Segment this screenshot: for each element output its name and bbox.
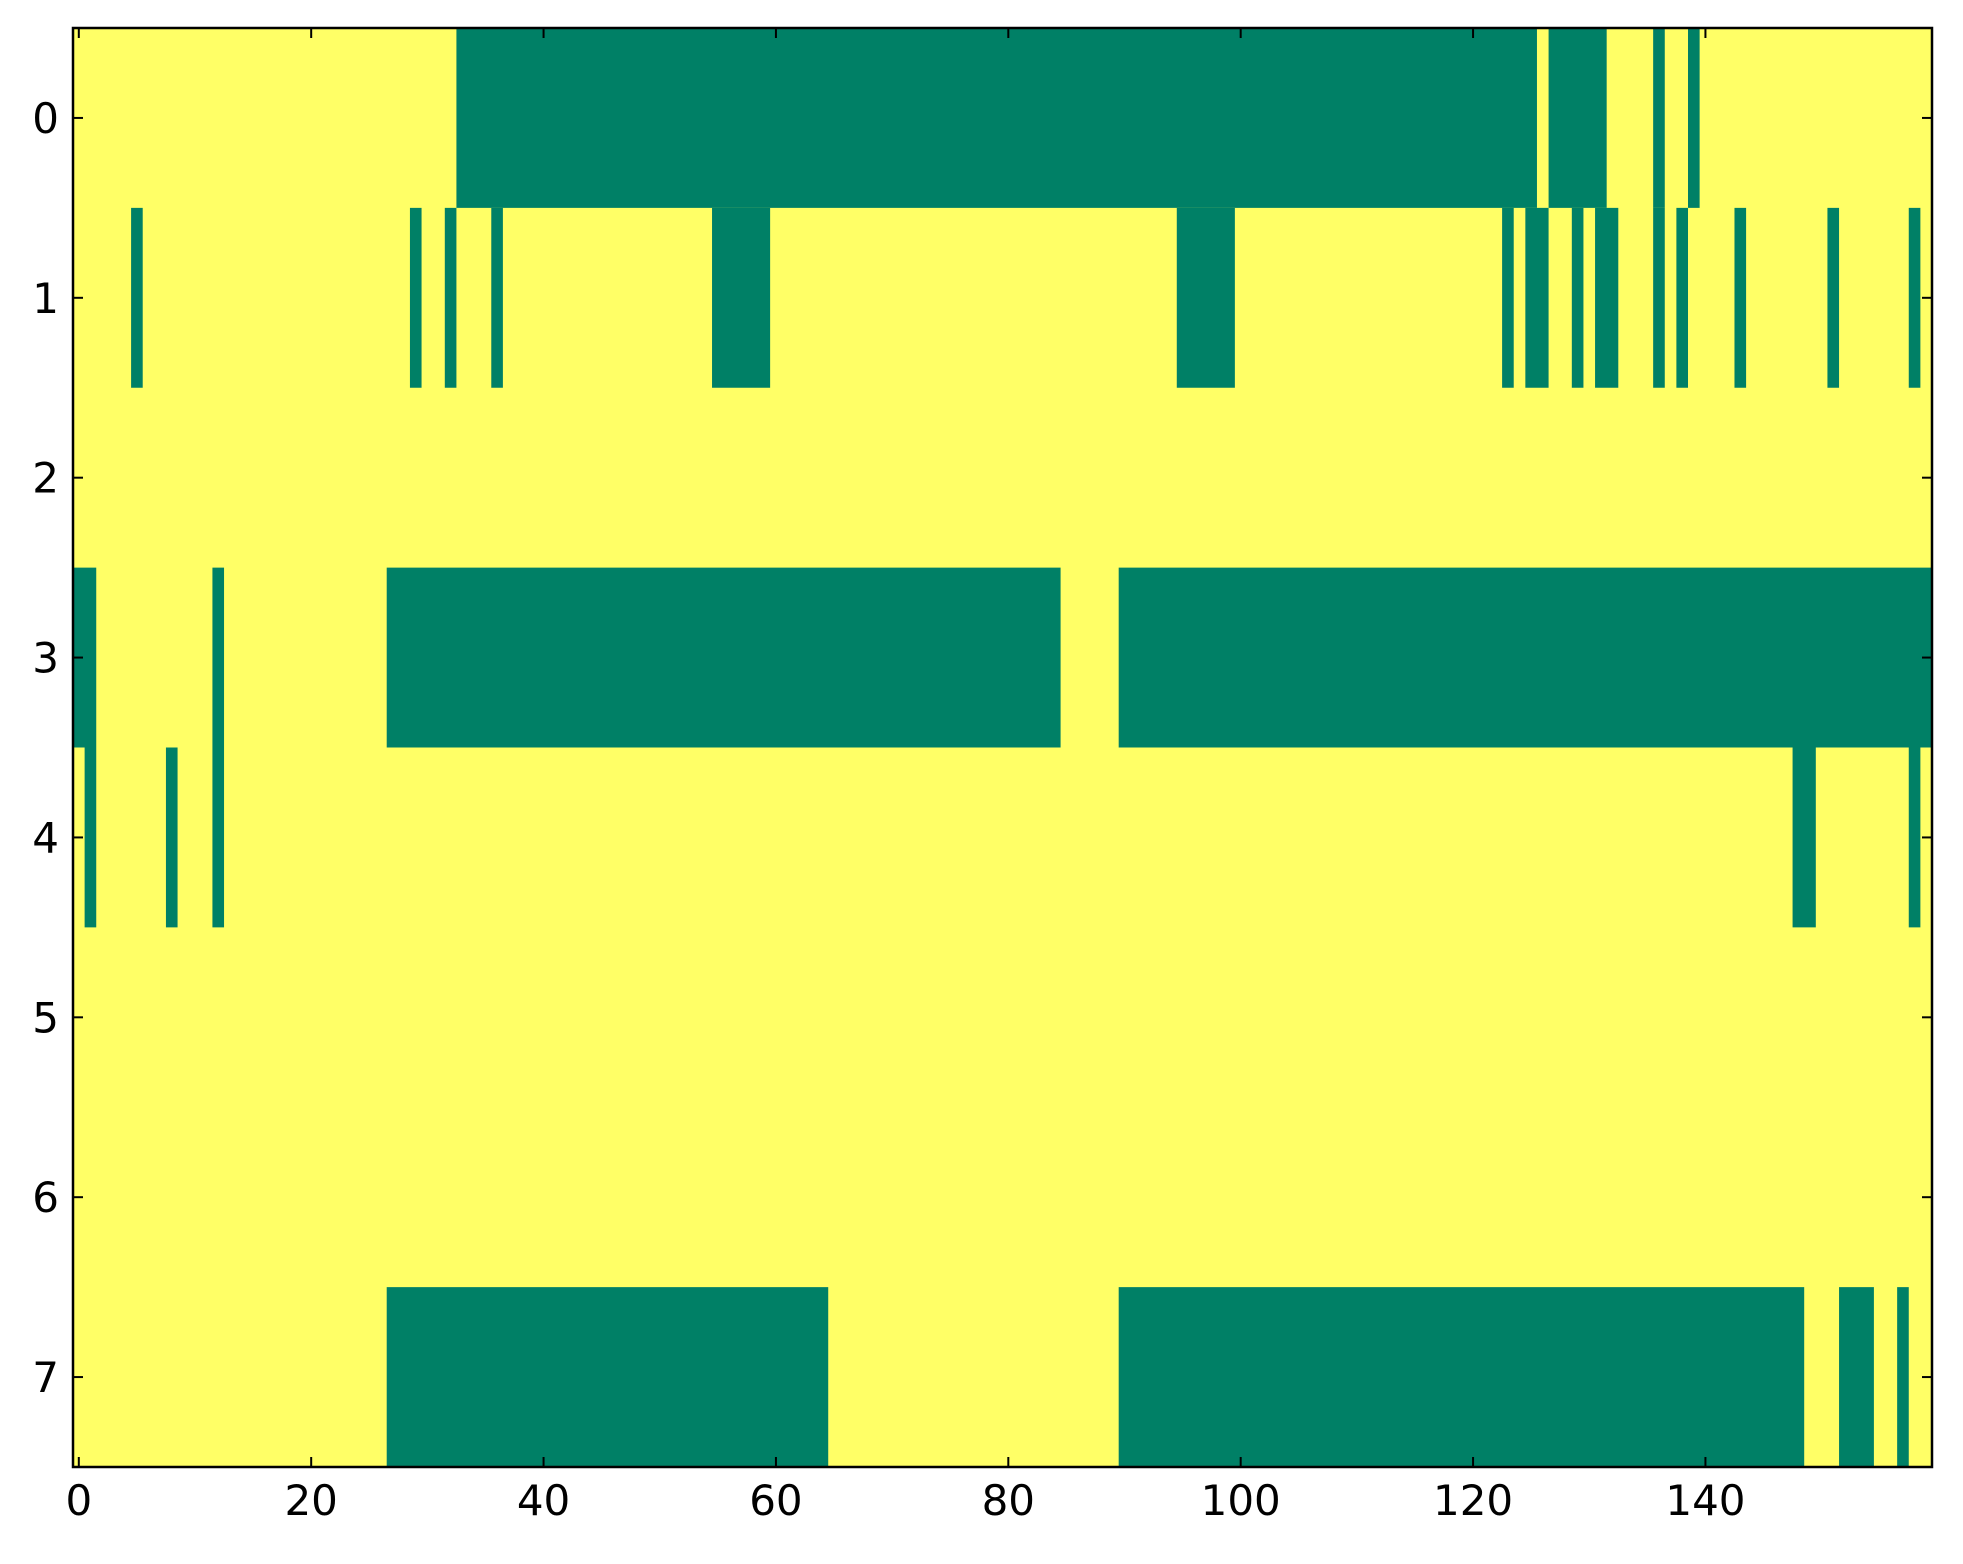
cell-run <box>444 207 457 388</box>
cell-run <box>1676 207 1689 388</box>
x-tick-label: 20 <box>284 1476 337 1525</box>
y-tick-label: 6 <box>32 1173 59 1222</box>
y-tick-label: 3 <box>32 634 59 683</box>
cell-run <box>386 567 1061 748</box>
frame <box>71 26 1934 1469</box>
cell-run <box>1176 207 1235 388</box>
y-tick-label: 0 <box>32 94 59 143</box>
cell-run <box>491 207 503 388</box>
y-tick-label: 7 <box>32 1353 59 1402</box>
cell-run <box>1908 747 1921 928</box>
cell-run <box>712 207 771 388</box>
cell-run <box>1688 28 1700 208</box>
cell-run <box>84 747 97 928</box>
x-tick-label: 60 <box>749 1476 802 1525</box>
cell-run <box>1595 207 1619 388</box>
cell-run <box>409 207 422 388</box>
cell-run <box>1908 207 1921 388</box>
cell-run <box>1502 207 1514 388</box>
cell-run <box>1897 1287 1909 1467</box>
x-tick-label: 140 <box>1665 1476 1745 1525</box>
cell-run <box>386 1287 829 1467</box>
cell-run <box>1792 747 1816 928</box>
cell-run <box>131 207 143 388</box>
cell-run <box>212 567 225 748</box>
cell-run <box>1548 28 1607 208</box>
y-tick-label: 1 <box>32 274 59 323</box>
cell-run <box>1118 1287 1805 1467</box>
cell-run <box>1827 207 1840 388</box>
x-tick-label: 120 <box>1433 1476 1513 1525</box>
y-tick-label: 4 <box>32 813 59 862</box>
cell-run <box>165 747 178 928</box>
cell-run <box>73 567 97 748</box>
cell-run <box>1734 207 1747 388</box>
cell-run <box>1571 207 1584 388</box>
cell-run <box>212 747 225 928</box>
x-tick-label: 80 <box>982 1476 1035 1525</box>
cell-run <box>456 28 1537 208</box>
cell-run <box>1653 28 1665 208</box>
cell-run <box>1525 207 1549 388</box>
x-tick-label: 0 <box>65 1476 92 1525</box>
cell-run <box>1118 567 1932 748</box>
y-tick-label: 2 <box>32 454 59 503</box>
x-tick-label: 40 <box>517 1476 570 1525</box>
cell-run <box>1839 1287 1874 1467</box>
x-tick-label: 100 <box>1201 1476 1281 1525</box>
cell-run <box>1653 207 1665 388</box>
y-tick-label: 5 <box>32 993 59 1042</box>
